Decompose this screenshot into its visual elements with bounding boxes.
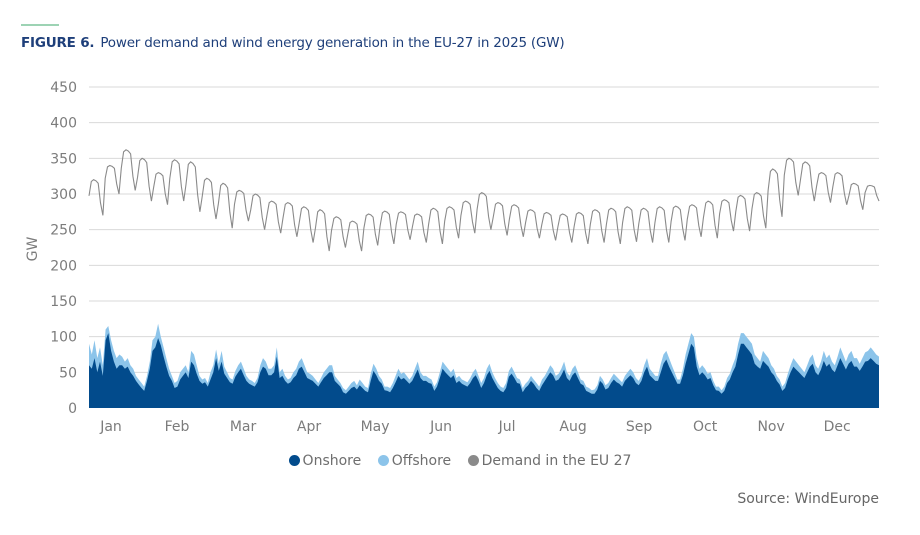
y-tick-label: 350 (50, 151, 77, 167)
x-tick-label: Apr (297, 419, 321, 435)
figure-title: FIGURE 6. Power demand and wind energy ge… (21, 35, 565, 51)
demand-line-group (88, 149, 880, 252)
legend-item-demand: Demand in the EU 27 (467, 453, 632, 469)
x-tick-label: Mar (230, 419, 257, 435)
legend-dot-offshore-icon (377, 455, 389, 466)
x-tick-label: Aug (559, 419, 586, 435)
legend: Onshore Offshore Demand in the EU 27 (0, 453, 920, 469)
legend-label: Offshore (391, 453, 452, 469)
y-tick-label: 450 (50, 80, 77, 96)
x-tick-label: Jun (429, 419, 452, 435)
legend-dot-onshore-icon (288, 455, 300, 466)
figure-label: FIGURE 6. (21, 35, 95, 51)
y-tick-label: 300 (50, 187, 77, 203)
demand-line (88, 149, 880, 252)
x-tick-label: Nov (757, 419, 784, 435)
y-axis-ticks: 0 50 100 150 200 250 300 350 400 450 (50, 80, 77, 417)
chart: 0 50 100 150 200 250 300 350 400 450 GW Jan Feb Mar… (25, 80, 880, 435)
x-tick-label: Dec (824, 419, 851, 435)
onshore-area (89, 333, 879, 408)
x-tick-label: Sep (626, 419, 653, 435)
y-tick-label: 400 (50, 116, 77, 132)
x-tick-label: Oct (693, 419, 718, 435)
source-note: Source: WindEurope (737, 491, 879, 507)
y-axis-label: GW (25, 237, 41, 262)
x-tick-label: Jan (99, 419, 122, 435)
legend-label: Onshore (302, 453, 362, 469)
y-tick-label: 150 (50, 294, 77, 310)
legend-dot-demand-icon (467, 455, 479, 466)
areas (89, 323, 879, 408)
legend-item-onshore: Onshore (288, 453, 362, 469)
legend-label: Demand in the EU 27 (481, 453, 632, 469)
y-tick-label: 0 (68, 401, 77, 417)
x-tick-label: Feb (165, 419, 190, 435)
y-tick-label: 100 (50, 330, 77, 346)
title-accent-line (21, 24, 59, 26)
x-tick-label: May (361, 419, 390, 435)
x-axis-ticks: Jan Feb Mar Apr May Jun Jul Aug Sep Oct Nov Dec (99, 419, 850, 435)
legend-item-offshore: Offshore (377, 453, 452, 469)
gridlines (89, 86, 879, 373)
y-tick-label: 200 (50, 258, 77, 274)
x-tick-label: Jul (498, 419, 516, 435)
y-tick-label: 250 (50, 223, 77, 239)
figure-title-text: Power demand and wind energy generation … (100, 35, 565, 51)
y-tick-label: 50 (59, 365, 77, 381)
